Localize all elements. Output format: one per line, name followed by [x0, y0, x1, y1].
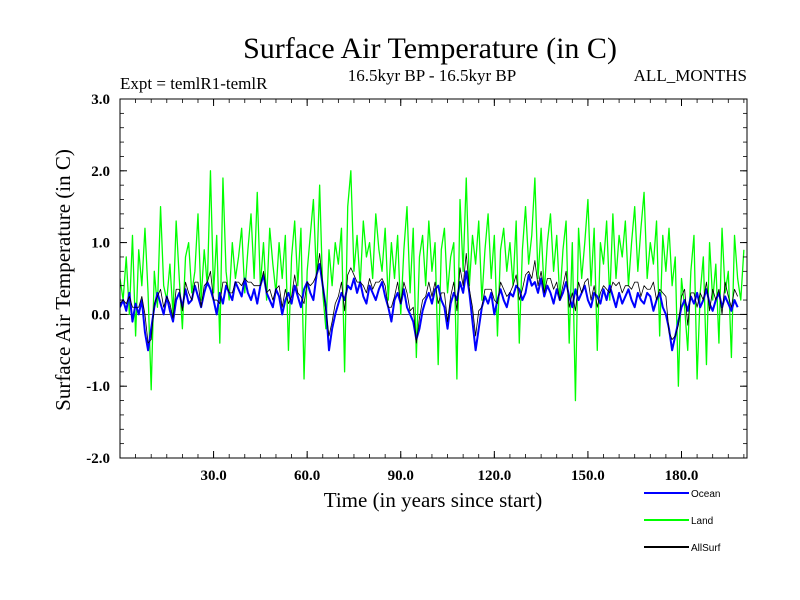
y-tick-label: 0.0 [91, 307, 110, 323]
y-axis-label: Surface Air Temperature (in C) [51, 149, 75, 411]
y-tick-label: 2.0 [91, 164, 110, 180]
y-tick-label: -1.0 [86, 379, 110, 395]
x-tick-label: 30.0 [200, 468, 226, 484]
series-line-ocean [120, 263, 739, 352]
y-tick-label: 3.0 [91, 92, 110, 108]
months-label: ALL_MONTHS [634, 66, 747, 85]
axes: -2.0 -1.0 0.0 1.0 2.0 3.0 30.0 60.0 90.0 120.0 150… [86, 92, 748, 484]
legend-label-ocean: Ocean [691, 489, 720, 500]
y-tick-label: 1.0 [91, 236, 110, 252]
x-tick-label: 60.0 [294, 468, 320, 484]
x-tick-label: 90.0 [388, 468, 414, 484]
x-tick-label: 120.0 [477, 468, 511, 484]
x-tick-label: 180.0 [665, 468, 699, 484]
chart-title: Surface Air Temperature (in C) [243, 32, 617, 65]
legend-label-allsurf: AllSurf [691, 543, 721, 554]
legend-label-land: Land [691, 516, 713, 527]
x-tick-label: 150.0 [571, 468, 605, 484]
legend: Ocean Land AllSurf [644, 489, 721, 554]
experiment-label: Expt = temlR1-temlR [120, 74, 268, 93]
series-line-land [120, 170, 745, 402]
period-label: 16.5kyr BP - 16.5kyr BP [348, 66, 516, 85]
plot-area [120, 170, 747, 402]
plot-frame [119, 98, 748, 459]
series-line-allsurf [120, 252, 739, 344]
x-axis-label: Time (in years since start) [324, 488, 543, 512]
y-tick-label: -2.0 [86, 451, 110, 467]
